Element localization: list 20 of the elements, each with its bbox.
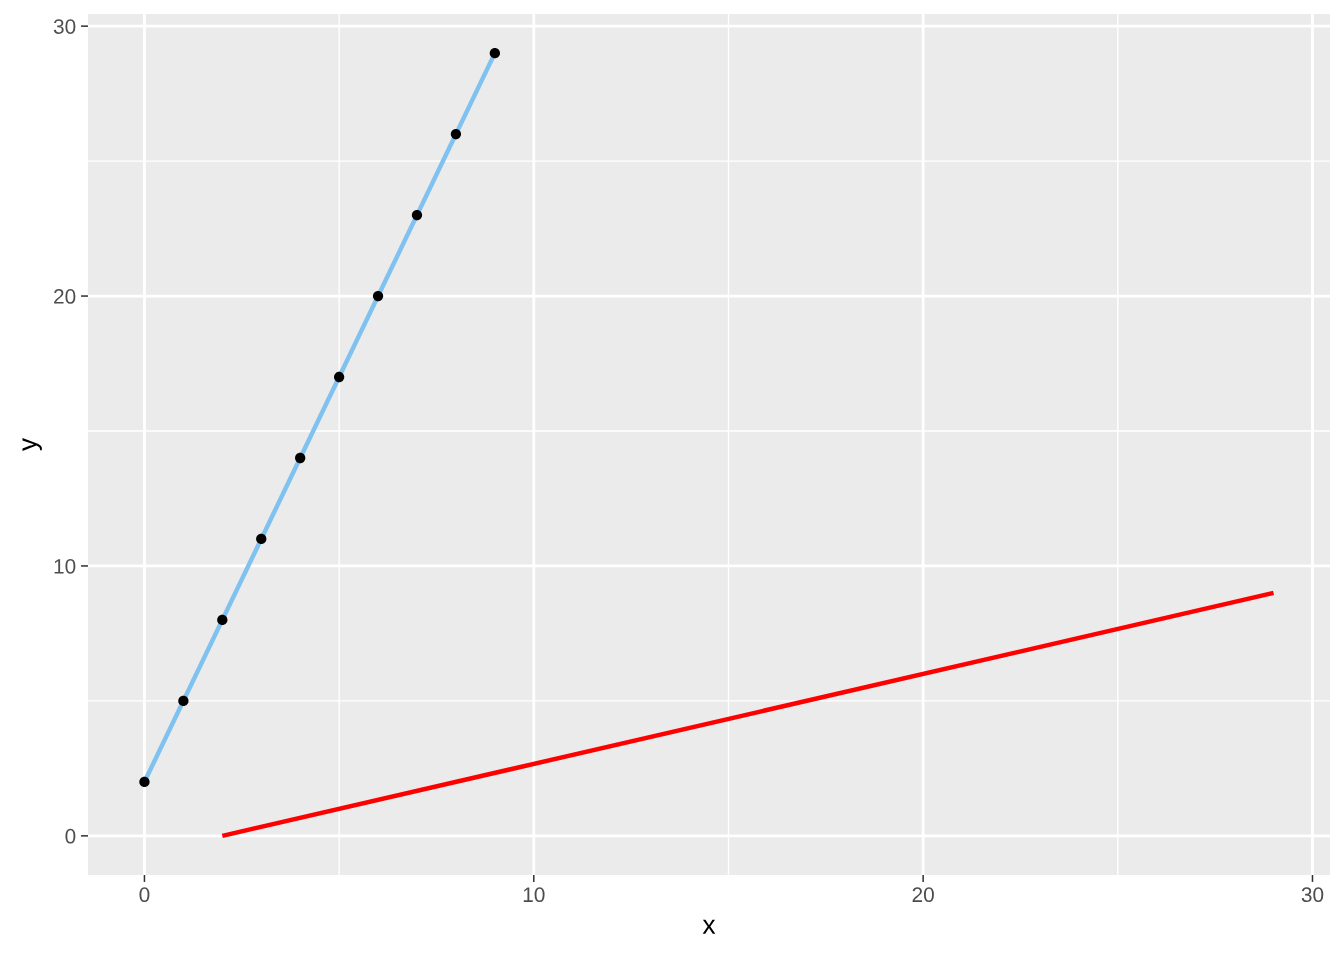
x-axis-title: x (702, 919, 716, 934)
point (489, 47, 501, 59)
x-tick-label: 0 (139, 887, 150, 903)
y-tick-label: 30 (53, 19, 76, 34)
point (256, 533, 267, 545)
point (333, 371, 345, 383)
point (295, 452, 306, 464)
point (139, 776, 150, 788)
y-tick-label: 0 (65, 828, 76, 844)
y-axis-title: y (22, 437, 42, 452)
x-tick-label: 20 (912, 887, 934, 903)
y-tick-label: 10 (54, 558, 76, 574)
y-tick-label: 20 (54, 289, 76, 304)
x-tick-label: 10 (523, 887, 545, 903)
point (450, 128, 462, 140)
x-tick-label: 30 (1301, 887, 1324, 903)
point (178, 695, 189, 707)
point (411, 209, 423, 221)
point (372, 290, 384, 302)
point (217, 614, 228, 626)
